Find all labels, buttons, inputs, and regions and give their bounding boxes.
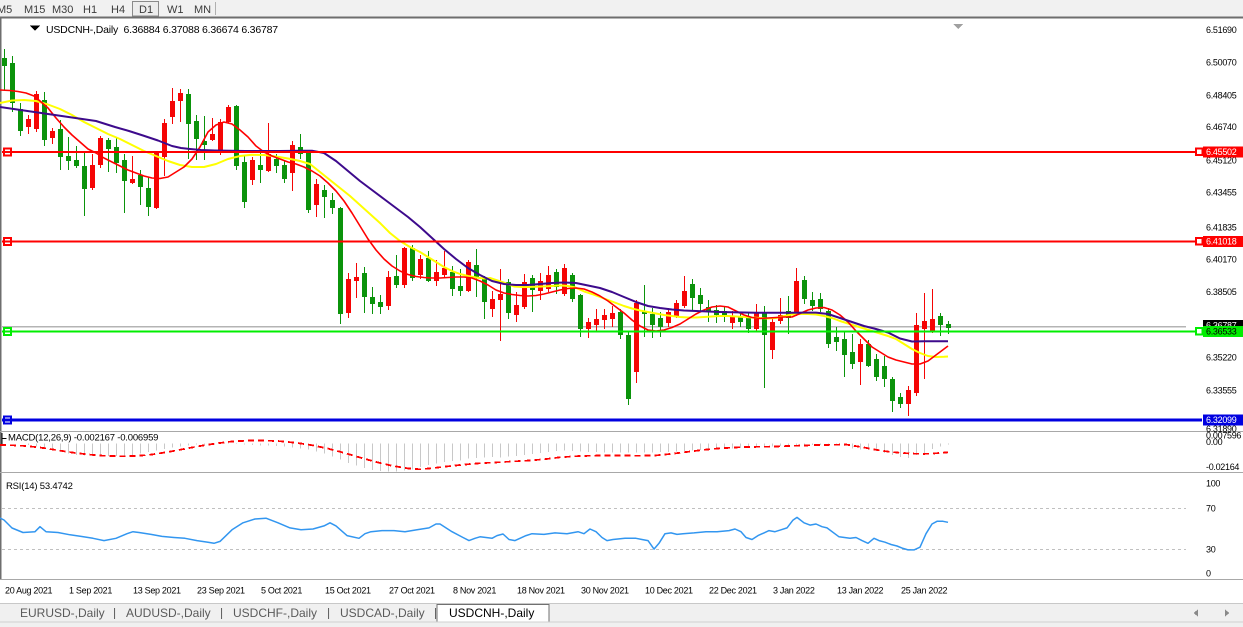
svg-text:D1: D1 [139,4,153,16]
svg-text:|: | [220,606,223,620]
svg-text:25 Jan 2022: 25 Jan 2022 [901,586,948,596]
svg-text:0.007596: 0.007596 [1206,431,1241,441]
svg-text:6.35220: 6.35220 [1206,353,1237,363]
svg-text:EURUSD-,Daily: EURUSD-,Daily [20,606,105,620]
svg-text:13 Sep 2021: 13 Sep 2021 [133,586,181,596]
svg-text:13 Jan 2022: 13 Jan 2022 [837,586,884,596]
svg-text:15 Oct 2021: 15 Oct 2021 [325,586,371,596]
svg-text:6.36787: 6.36787 [1206,321,1237,331]
svg-text:M30: M30 [52,4,73,16]
svg-text:22 Dec 2021: 22 Dec 2021 [709,586,757,596]
svg-text:70: 70 [1206,504,1216,514]
svg-text:100: 100 [1206,479,1220,489]
svg-text:USDCHF-,Daily: USDCHF-,Daily [233,606,317,620]
svg-text:20 Aug 2021: 20 Aug 2021 [5,586,53,596]
svg-text:W1: W1 [167,4,184,16]
svg-text:6.48405: 6.48405 [1206,91,1237,101]
svg-text:0.00: 0.00 [1206,437,1223,447]
svg-text:6.45502: 6.45502 [1206,147,1237,157]
svg-text:AUDUSD-,Daily: AUDUSD-,Daily [126,606,211,620]
svg-text:30 Nov 2021: 30 Nov 2021 [581,586,629,596]
svg-text:5 Oct 2021: 5 Oct 2021 [261,586,302,596]
svg-text:23 Sep 2021: 23 Sep 2021 [197,586,245,596]
svg-text:H4: H4 [111,4,125,16]
svg-text:0: 0 [1206,569,1211,579]
svg-text:|: | [327,606,330,620]
svg-text:6.51690: 6.51690 [1206,25,1237,35]
svg-text:MACD(12,26,9) -0.002167 -0.006: MACD(12,26,9) -0.002167 -0.006959 [8,433,158,444]
svg-text:USDCAD-,Daily: USDCAD-,Daily [340,606,425,620]
svg-text:MN: MN [194,4,211,16]
svg-text:6.36533: 6.36533 [1206,327,1237,337]
svg-text:-0.02164: -0.02164 [1206,462,1239,472]
svg-text:USDCNH-,Daily: USDCNH-,Daily [449,606,534,620]
svg-text:8 Nov 2021: 8 Nov 2021 [453,586,496,596]
svg-text:|: | [113,606,116,620]
svg-text:6.45120: 6.45120 [1206,156,1237,166]
svg-text:6.46740: 6.46740 [1206,122,1237,132]
svg-text:6.40170: 6.40170 [1206,255,1237,265]
svg-text:H1: H1 [83,4,97,16]
svg-text:6.32099: 6.32099 [1206,415,1237,425]
svg-text:10 Dec 2021: 10 Dec 2021 [645,586,693,596]
svg-text:18 Nov 2021: 18 Nov 2021 [517,586,565,596]
svg-text:USDCNH-,Daily 6.36884 6.37088: USDCNH-,Daily 6.36884 6.37088 6.36674 6.… [46,24,278,36]
svg-text:6.41835: 6.41835 [1206,223,1237,233]
svg-text:6.38505: 6.38505 [1206,287,1237,297]
svg-text:6.50070: 6.50070 [1206,58,1237,68]
svg-text:27 Oct 2021: 27 Oct 2021 [389,586,435,596]
svg-text:30: 30 [1206,545,1216,555]
svg-text:|: | [434,606,437,620]
svg-text:1 Sep 2021: 1 Sep 2021 [69,586,112,596]
svg-text:6.33555: 6.33555 [1206,386,1237,396]
svg-text:M5: M5 [0,4,12,16]
svg-text:6.41018: 6.41018 [1206,237,1237,247]
svg-text:6.43455: 6.43455 [1206,188,1237,198]
svg-text:RSI(14) 53.4742: RSI(14) 53.4742 [6,481,73,492]
svg-text:3 Jan 2022: 3 Jan 2022 [773,586,815,596]
svg-text:6.31890: 6.31890 [1206,424,1237,434]
svg-text:M15: M15 [24,4,45,16]
